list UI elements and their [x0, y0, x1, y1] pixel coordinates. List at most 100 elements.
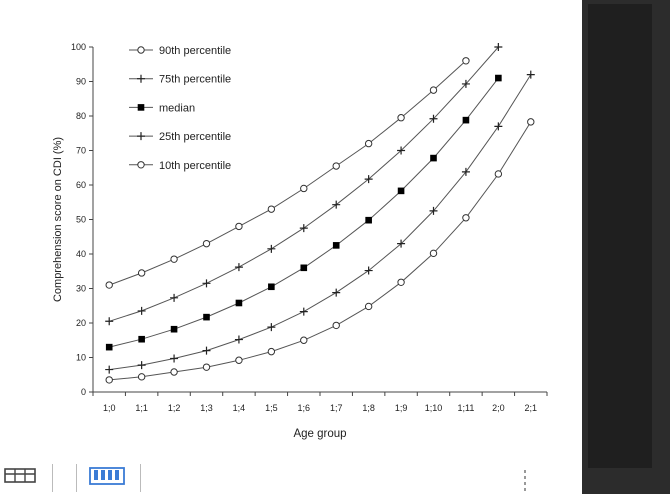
data-point — [429, 206, 438, 215]
legend-marker — [137, 74, 145, 83]
drag-handle-icon[interactable] — [520, 468, 530, 494]
data-point — [332, 321, 340, 330]
data-point — [268, 283, 275, 291]
data-point — [494, 43, 503, 51]
data-point — [365, 216, 372, 224]
data-point — [170, 325, 178, 333]
data-point — [137, 306, 146, 315]
x-tick-label: 2;0 — [492, 403, 505, 413]
series-line — [109, 74, 532, 371]
data-point — [235, 222, 243, 231]
dark-side-panel — [582, 0, 670, 494]
y-tick-label: 30 — [76, 284, 86, 294]
data-point — [364, 302, 373, 311]
toolbar-divider — [140, 464, 141, 492]
data-point — [494, 122, 503, 131]
column-chart-icon[interactable] — [88, 464, 128, 486]
data-point — [105, 365, 114, 374]
data-point — [332, 162, 340, 170]
data-point — [234, 335, 243, 344]
data-point — [202, 239, 211, 248]
x-tick-label: 1;6 — [298, 403, 311, 413]
data-point — [299, 307, 308, 316]
data-point — [137, 373, 146, 381]
y-tick-label: 40 — [76, 249, 86, 259]
y-tick-label: 90 — [76, 77, 86, 87]
data-point — [105, 281, 113, 289]
dark-side-panel-inner — [588, 4, 652, 468]
y-tick-label: 70 — [76, 146, 86, 156]
data-point — [267, 347, 276, 356]
legend-marker — [137, 104, 145, 111]
x-axis-title: Age group — [293, 428, 346, 440]
x-tick-label: 1;8 — [362, 403, 375, 413]
data-point — [267, 244, 276, 253]
data-point — [105, 376, 113, 384]
data-point — [105, 317, 114, 326]
data-point — [300, 264, 308, 272]
data-point — [300, 184, 308, 193]
data-point — [332, 288, 341, 297]
data-point — [267, 323, 276, 332]
data-point — [494, 170, 503, 178]
data-point — [299, 224, 308, 233]
data-point — [300, 336, 308, 344]
data-point — [495, 74, 502, 82]
data-point — [105, 343, 113, 351]
data-point — [203, 313, 210, 321]
line-chart: 0 10 20 30 40 50 60 70 80 90 100 1;0 1;1 1;2 1;3 1;4 1;5… — [52, 40, 548, 440]
data-point — [462, 214, 470, 222]
data-point — [170, 368, 178, 376]
toolbar-divider — [52, 464, 53, 492]
x-tick-label: 1;11 — [457, 403, 474, 413]
data-point — [526, 70, 535, 79]
data-point — [397, 187, 405, 195]
legend-label: median — [159, 102, 195, 114]
bottom-toolbar — [0, 462, 582, 494]
y-tick-label: 20 — [76, 318, 86, 328]
legend-label: 90th percentile — [159, 45, 231, 57]
data-point — [137, 269, 146, 277]
data-point — [202, 363, 211, 371]
y-tick-label: 10 — [76, 353, 86, 363]
data-point — [138, 335, 145, 343]
data-point — [462, 57, 470, 65]
data-point — [397, 146, 406, 155]
toolbar-divider — [76, 464, 77, 492]
data-point — [170, 255, 178, 263]
data-point — [234, 263, 243, 272]
legend-marker — [137, 46, 145, 54]
data-point — [267, 205, 276, 213]
x-tick-label: 1;3 — [200, 403, 213, 413]
x-tick-label: 2;1 — [525, 403, 538, 413]
data-point — [397, 278, 405, 286]
data-point — [364, 175, 373, 184]
x-tick-label: 1;0 — [103, 403, 116, 413]
y-tick-label: 60 — [76, 180, 86, 190]
legend-box — [122, 40, 262, 180]
series-line — [109, 60, 467, 286]
x-tick-label: 1;1 — [135, 403, 148, 413]
y-tick-label: 0 — [81, 387, 86, 397]
data-point — [364, 266, 373, 275]
legend-label: 10th percentile — [159, 160, 231, 172]
x-tick-label: 1;5 — [265, 403, 278, 413]
y-tick-label: 50 — [76, 215, 86, 225]
data-point — [332, 200, 341, 209]
x-tick-label: 1;9 — [395, 403, 408, 413]
data-point — [429, 86, 438, 94]
data-point — [397, 114, 405, 122]
data-point — [364, 139, 373, 148]
table-icon[interactable] — [4, 464, 38, 486]
data-point — [170, 293, 179, 302]
series-line — [109, 121, 532, 381]
data-point — [461, 79, 470, 88]
x-tick-label: 1;10 — [425, 403, 443, 413]
data-point — [170, 354, 179, 363]
data-point — [332, 242, 340, 249]
data-point — [461, 167, 470, 176]
data-point — [430, 154, 437, 162]
legend-marker — [137, 161, 145, 169]
data-point — [429, 114, 438, 123]
legend-label: 75th percentile — [159, 74, 231, 86]
